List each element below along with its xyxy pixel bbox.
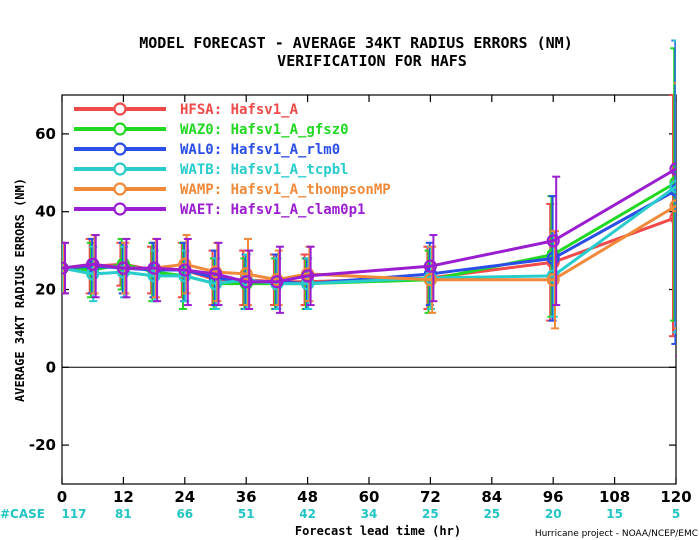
data-point — [546, 234, 560, 248]
series-5 — [62, 162, 676, 357]
legend-label: WAMP: Hafsv1_A_thompsonMP — [180, 182, 391, 198]
data-point — [270, 275, 284, 289]
legend-item: WATB: Hafsv1_A_tcpbl — [74, 162, 349, 178]
x-tick-label: 84 — [481, 488, 502, 506]
case-count: 25 — [483, 507, 500, 521]
x-tick-label: 48 — [297, 488, 318, 506]
data-point — [669, 175, 676, 190]
case-label: #CASE — [0, 507, 45, 521]
legend-marker — [113, 162, 127, 176]
x-tick-label: 60 — [359, 488, 380, 506]
case-count: 81 — [115, 507, 132, 521]
x-tick-label: 120 — [660, 488, 691, 506]
x-tick-label: 96 — [543, 488, 564, 506]
case-count: 25 — [422, 507, 439, 521]
legend-marker — [113, 102, 127, 116]
x-tick-label: 108 — [599, 488, 630, 506]
y-tick-label: 0 — [46, 358, 56, 376]
y-tick-label: -20 — [29, 436, 56, 454]
legend-marker — [113, 142, 127, 156]
case-count: 51 — [238, 507, 255, 521]
y-axis-label: AVERAGE 34KT RADIUS ERRORS (NM) — [13, 178, 27, 402]
case-count: 5 — [672, 507, 680, 521]
data-point — [669, 162, 676, 176]
case-count: 66 — [176, 507, 193, 521]
x-tick-label: 36 — [236, 488, 257, 506]
x-axis-label: Forecast lead time (hr) — [295, 524, 461, 538]
case-count: 117 — [61, 507, 86, 521]
series-0 — [62, 94, 676, 338]
data-point — [423, 273, 437, 287]
case-count: 20 — [545, 507, 562, 521]
data-point — [423, 259, 437, 273]
chart-title: MODEL FORECAST - AVERAGE 34KT RADIUS ERR… — [139, 34, 572, 52]
x-tick-label: 24 — [174, 488, 195, 506]
data-point — [116, 265, 131, 279]
legend-item: WAZ0: Hafsv1_A_gfsz0 — [74, 122, 349, 138]
chart-subtitle: VERIFICATION FOR HAFS — [277, 52, 467, 70]
data-point — [208, 267, 223, 281]
legend-label: HFSA: Hafsv1_A — [180, 102, 299, 118]
credit-text: Hurricane project - NOAA/NCEP/EMC — [535, 529, 698, 539]
y-tick-label: 60 — [35, 125, 56, 143]
data-point — [62, 261, 69, 275]
data-point — [669, 179, 676, 194]
data-point — [116, 261, 131, 275]
legend-marker — [113, 202, 127, 216]
x-tick-label: 72 — [420, 488, 441, 506]
y-tick-label: 40 — [35, 203, 56, 221]
data-point — [301, 269, 315, 283]
data-point — [301, 277, 315, 291]
case-count: 42 — [299, 507, 316, 521]
legend-label: WAET: Hafsv1_A_clam0p1 — [180, 202, 365, 218]
data-point — [239, 275, 253, 289]
data-point — [147, 269, 161, 283]
data-point — [669, 210, 676, 225]
data-point — [86, 267, 100, 281]
case-count: 15 — [606, 507, 623, 521]
legend-item: HFSA: Hafsv1_A — [74, 102, 299, 118]
case-count: 34 — [361, 507, 378, 521]
data-point — [86, 257, 100, 271]
legend-label: WATB: Hafsv1_A_tcpbl — [180, 162, 349, 178]
legend-item: WAET: Hafsv1_A_clam0p1 — [74, 202, 365, 218]
data-point — [669, 199, 676, 213]
data-point — [147, 261, 161, 275]
legend-item: WAL0: Hafsv1_A_rlm0 — [74, 142, 340, 158]
x-tick-label: 12 — [113, 488, 134, 506]
data-point — [546, 273, 560, 287]
legend-marker — [113, 182, 127, 196]
legend-label: WAL0: Hafsv1_A_rlm0 — [180, 142, 340, 158]
x-tick-label: 0 — [57, 488, 67, 506]
y-tick-label: 20 — [35, 281, 56, 299]
legend-label: WAZ0: Hafsv1_A_gfsz0 — [180, 122, 349, 138]
data-point — [178, 263, 192, 277]
legend-item: WAMP: Hafsv1_A_thompsonMP — [74, 182, 391, 198]
legend-marker — [113, 122, 127, 136]
data-point — [239, 267, 253, 281]
